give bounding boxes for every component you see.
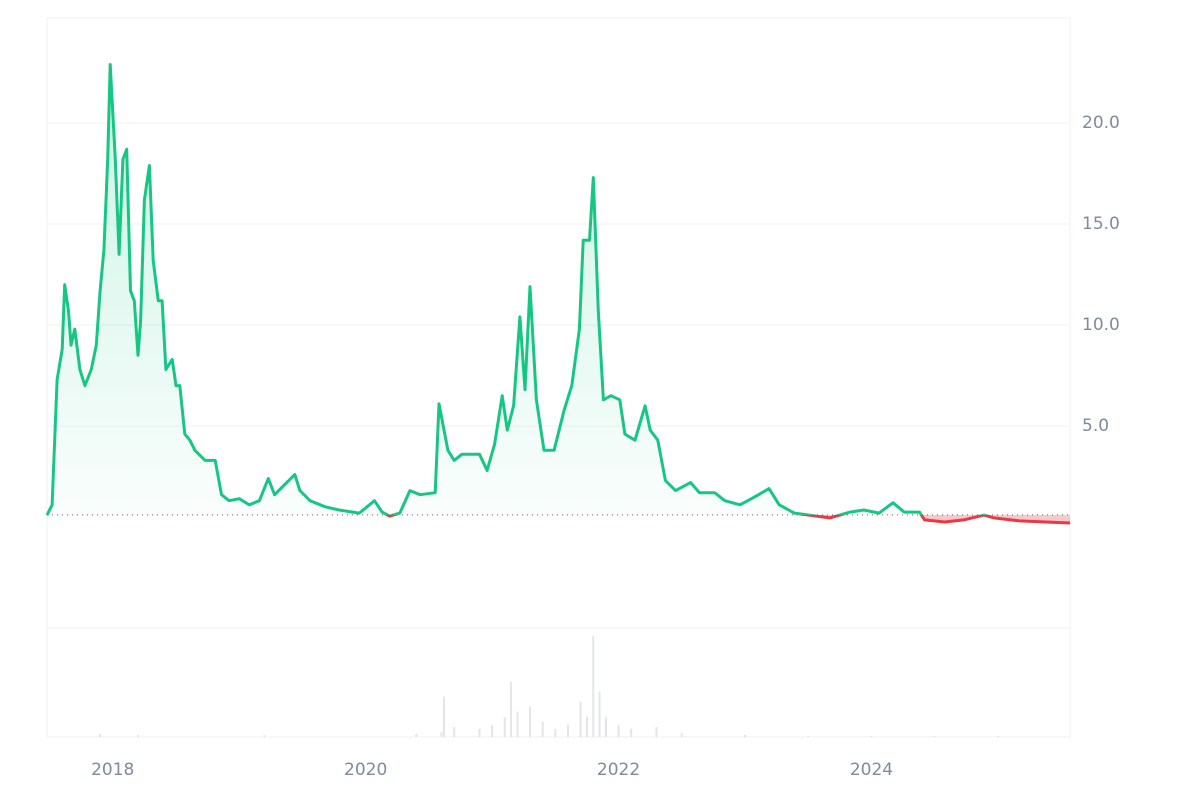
area-above-baseline bbox=[47, 64, 1070, 515]
volume-bar bbox=[566, 724, 569, 737]
volume-bar bbox=[579, 701, 582, 737]
volume-bar bbox=[491, 724, 494, 737]
volume-bar bbox=[415, 733, 418, 737]
volume-bar bbox=[554, 728, 557, 737]
price-line bbox=[45, 63, 989, 515]
volume-bar bbox=[99, 733, 102, 737]
x-tick-label: 2018 bbox=[91, 760, 134, 780]
volume-bar bbox=[680, 732, 683, 737]
volume-bar bbox=[617, 724, 620, 737]
volume-bar bbox=[541, 721, 544, 737]
volume-bar bbox=[585, 716, 588, 737]
y-tick-label: 5.0 bbox=[1082, 416, 1109, 436]
volume-bar bbox=[655, 726, 658, 737]
volume-bar bbox=[996, 735, 999, 737]
volume-bar bbox=[478, 728, 481, 737]
plot-frame bbox=[46, 17, 1071, 738]
volume-bar bbox=[630, 728, 633, 737]
volume-bar bbox=[440, 731, 443, 737]
y-tick-label: 20.0 bbox=[1082, 113, 1120, 133]
volume-bar bbox=[137, 734, 140, 737]
x-tick-label: 2020 bbox=[344, 760, 387, 780]
volume-bar bbox=[592, 636, 595, 737]
x-tick-label: 2022 bbox=[597, 760, 640, 780]
volume-bar bbox=[744, 734, 747, 737]
volume-bar bbox=[503, 716, 506, 737]
area-below-baseline bbox=[47, 514, 1070, 523]
volume-bar bbox=[604, 716, 607, 737]
volume-bar bbox=[598, 691, 601, 737]
volume-bar bbox=[807, 735, 810, 737]
volume-bar bbox=[870, 735, 873, 737]
y-tick-label: 10.0 bbox=[1082, 315, 1120, 335]
volume-bar bbox=[516, 711, 519, 737]
volume-bar bbox=[510, 681, 513, 737]
x-tick-label: 2024 bbox=[850, 760, 893, 780]
volume-bar bbox=[933, 735, 936, 737]
volume-bar bbox=[263, 734, 266, 737]
volume-bar bbox=[443, 696, 446, 737]
volume-bar bbox=[529, 706, 532, 737]
volume-bar bbox=[453, 726, 456, 737]
y-tick-label: 15.0 bbox=[1082, 214, 1120, 234]
